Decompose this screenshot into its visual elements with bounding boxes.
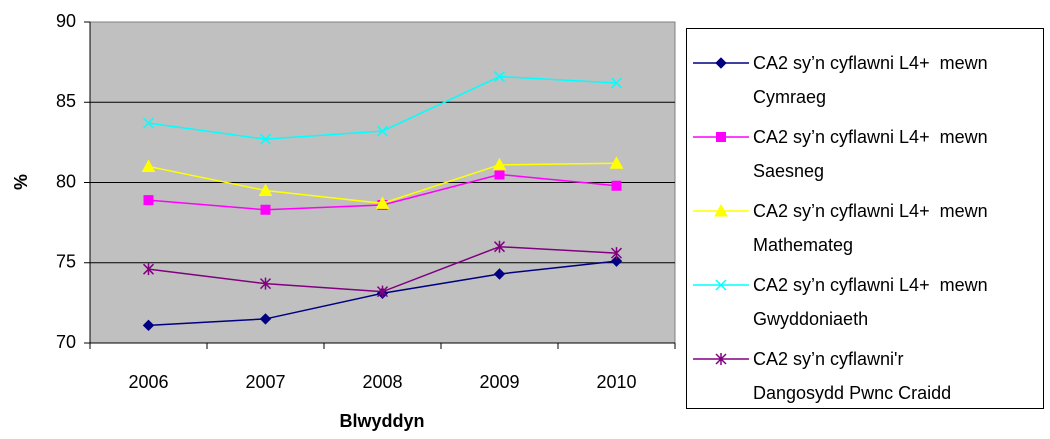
legend-entry: CA2 sy’n cyflawni L4+ mewn Mathemateg: [687, 194, 1043, 264]
legend-swatch: [693, 279, 749, 291]
marker: [259, 133, 272, 145]
legend-label: CA2 sy’n cyflawni L4+ mewn Saesneg: [753, 127, 993, 181]
marker: [142, 263, 155, 276]
legend-label: CA2 sy’n cyflawni L4+ mewn Mathemateg: [753, 201, 993, 255]
y-tick-label: 75: [56, 252, 76, 272]
marker: [716, 132, 726, 142]
legend-entry: CA2 sy’n cyflawni'r Dangosydd Pwnc Craid…: [687, 342, 1043, 412]
y-tick-label: 70: [56, 332, 76, 352]
marker: [492, 157, 507, 171]
marker: [493, 71, 506, 83]
y-tick-label: 85: [56, 91, 76, 111]
marker: [142, 319, 155, 332]
marker: [141, 159, 156, 172]
marker: [610, 247, 623, 260]
x-tick-label: 2009: [479, 372, 519, 392]
marker: [376, 125, 389, 137]
legend-entry: CA2 sy’n cyflawni L4+ mewn Gwyddoniaeth: [687, 268, 1043, 338]
marker: [715, 353, 727, 365]
x-tick-label: 2010: [596, 372, 636, 392]
marker: [142, 117, 155, 129]
marker: [143, 195, 154, 206]
y-tick-label: 80: [56, 171, 76, 191]
legend-label: CA2 sy’n cyflawni'r Dangosydd Pwnc Craid…: [753, 349, 952, 403]
x-axis-title: Blwyddyn: [339, 411, 424, 431]
y-axis-title: %: [11, 174, 31, 190]
y-tick-label: 90: [56, 11, 76, 31]
marker: [609, 156, 624, 169]
x-tick-label: 2006: [128, 372, 168, 392]
marker: [376, 285, 389, 298]
legend-label: CA2 sy’n cyflawni L4+ mewn Gwyddoniaeth: [753, 275, 993, 329]
legend-swatch: [693, 203, 749, 217]
marker: [494, 169, 505, 180]
marker: [610, 255, 623, 267]
legend-entry: CA2 sy’n cyflawni L4+ mewn Saesneg: [687, 120, 1043, 190]
legend-swatch: [693, 57, 749, 69]
marker: [259, 313, 272, 325]
legend: CA2 sy’n cyflawni L4+ mewn Cymraeg CA2 sy…: [686, 28, 1044, 409]
marker: [258, 183, 273, 197]
legend-label: CA2 sy’n cyflawni L4+ mewn Cymraeg: [753, 53, 993, 107]
legend-swatch: [693, 353, 749, 365]
marker: [715, 279, 727, 291]
marker: [715, 57, 727, 69]
marker: [260, 204, 271, 215]
marker: [714, 203, 728, 217]
marker: [375, 196, 390, 209]
legend-entry: CA2 sy’n cyflawni L4+ mewn Cymraeg: [687, 46, 1043, 116]
legend-swatch: [693, 132, 749, 142]
x-tick-label: 2008: [362, 372, 402, 392]
x-tick-label: 2007: [245, 372, 285, 392]
marker: [259, 277, 272, 290]
marker: [493, 240, 506, 253]
marker: [610, 77, 623, 89]
marker: [493, 268, 506, 280]
marker: [611, 180, 622, 191]
